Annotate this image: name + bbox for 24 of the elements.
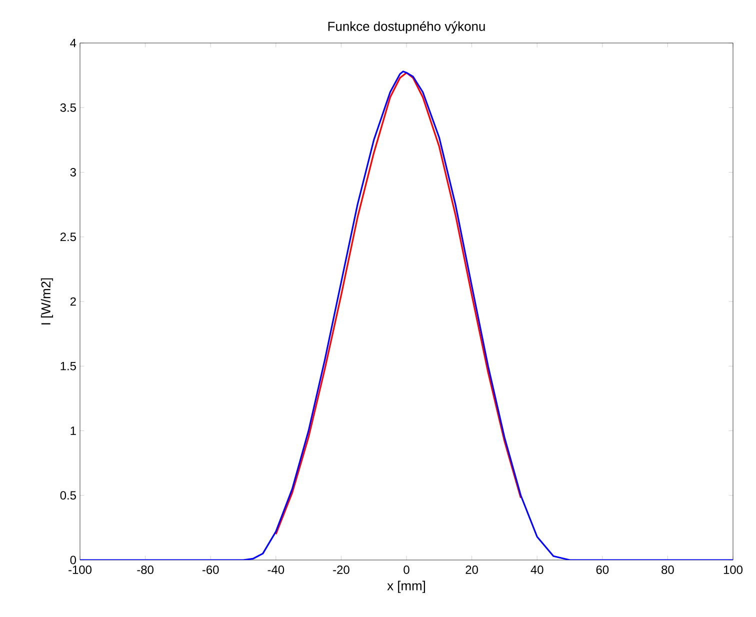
x-tick-label: 0 (404, 566, 410, 574)
x-tick-label: -40 (268, 566, 284, 574)
x-tick-label: -100 (68, 566, 92, 574)
y-axis-title: I [W/m2] (40, 278, 54, 324)
y-tick-label: 1.5 (60, 362, 76, 370)
x-tick-label: 60 (596, 566, 609, 574)
y-tick-label: 2.5 (60, 232, 76, 242)
y-tick-label: 4 (70, 38, 76, 48)
x-tick-label: -80 (137, 566, 154, 574)
y-tick-label: 0.5 (60, 491, 76, 500)
y-tick-label: 3.5 (60, 103, 76, 112)
x-tick-label: 20 (466, 566, 478, 574)
x-axis-title: x [mm] (387, 580, 425, 593)
y-tick-label: 0 (70, 556, 76, 564)
y-tick-label: 3 (70, 168, 76, 176)
chart-title: Funkce dostupného výkonu (328, 21, 485, 34)
x-tick-label: 40 (530, 566, 544, 574)
line-series (275, 72, 522, 535)
x-tick-label: -60 (202, 566, 219, 574)
x-tick-label: -20 (333, 566, 350, 574)
y-tick-label: 1 (70, 426, 76, 435)
x-tick-label: 80 (662, 566, 674, 574)
y-tick-label: 2 (70, 297, 76, 306)
x-tick-label: 100 (724, 566, 743, 574)
